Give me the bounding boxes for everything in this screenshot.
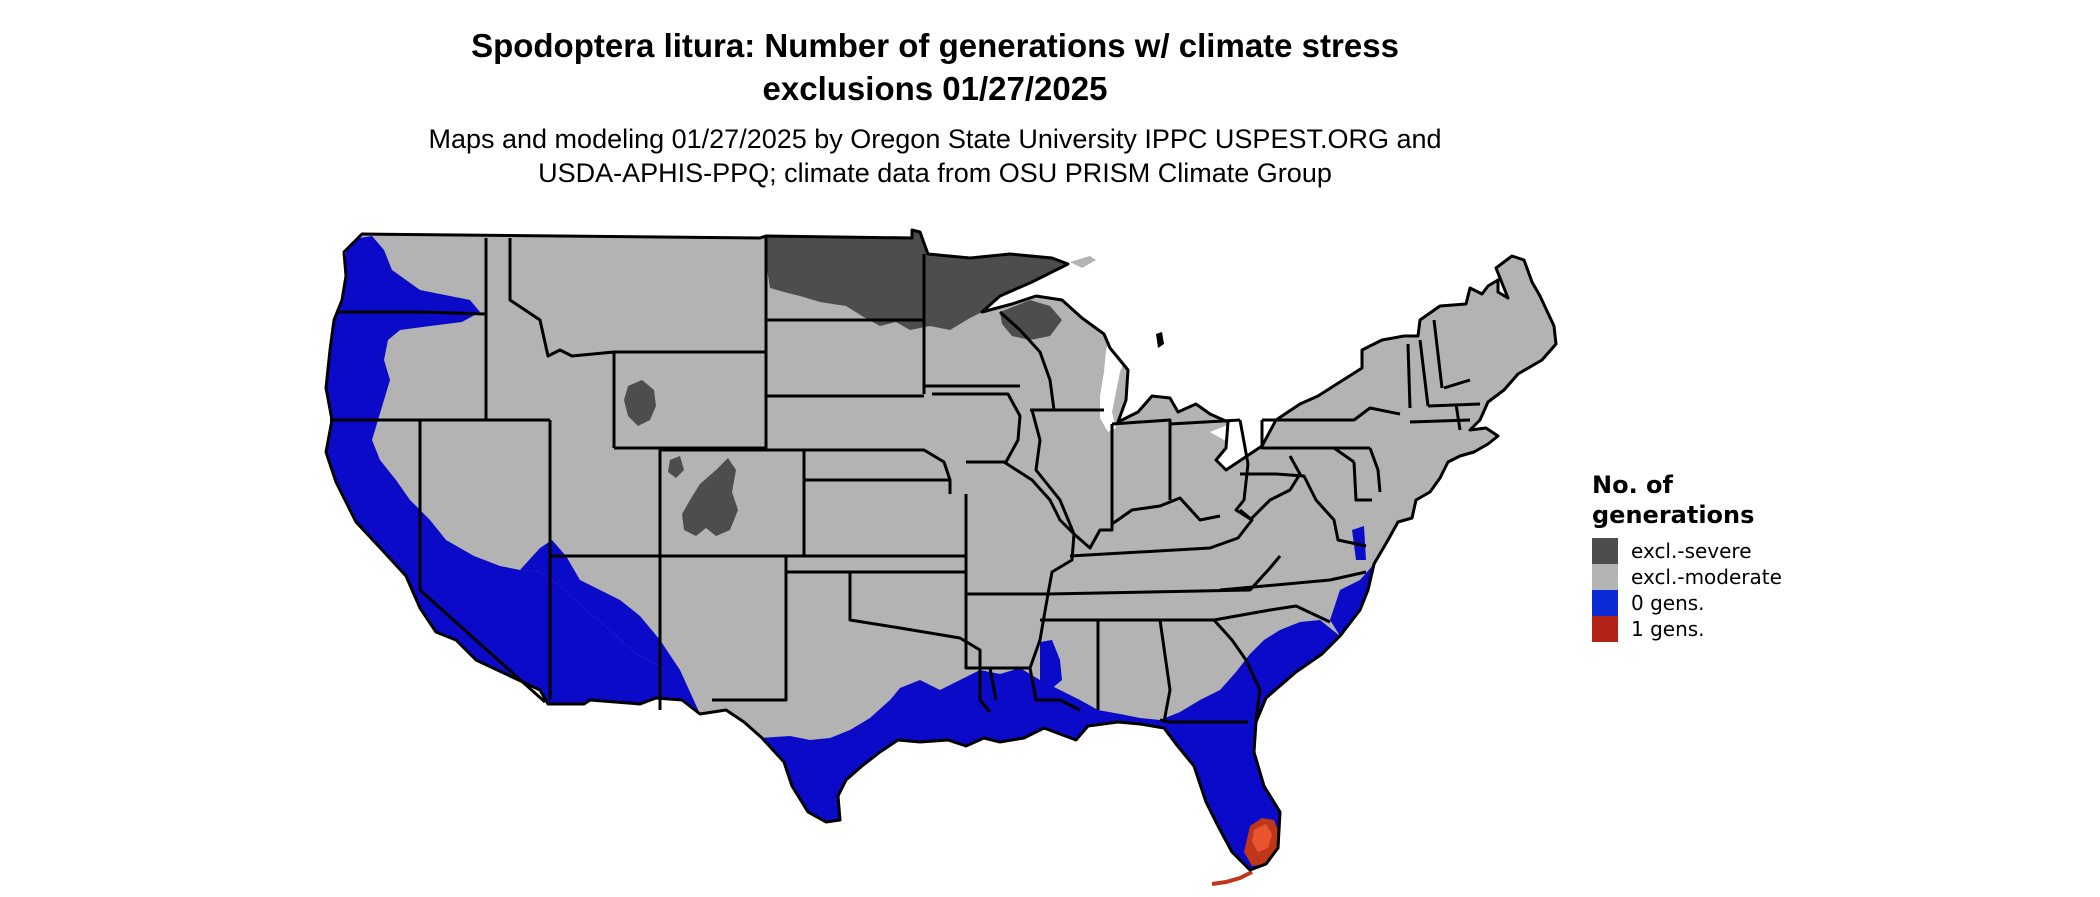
title-line-2: exclusions 01/27/2025 (762, 70, 1108, 107)
legend-title-line-1: No. of (1592, 471, 1673, 499)
lake-erie-shore (1210, 418, 1262, 440)
legend-label: excl.-severe (1631, 539, 1752, 563)
legend-item-1-gens: 1 gens. (1592, 616, 1792, 642)
legend-item-excl-moderate: excl.-moderate (1592, 564, 1792, 590)
region-severe-utah (668, 456, 684, 478)
region-zero-pacific (326, 236, 700, 714)
legend-label: 1 gens. (1631, 617, 1705, 641)
region-zero-louisiana-north (1040, 640, 1062, 690)
legend-label: 0 gens. (1631, 591, 1705, 615)
isle-royale (1070, 256, 1096, 268)
region-severe-north (766, 230, 1068, 330)
subtitle-line-1: Maps and modeling 01/27/2025 by Oregon S… (428, 124, 1442, 154)
region-zero-gulf (760, 668, 1164, 822)
legend-title: No. of generations (1592, 470, 1792, 530)
map-title: Spodoptera litura: Number of generations… (0, 24, 1870, 110)
legend-swatch (1592, 590, 1618, 616)
legend-label: excl.-moderate (1631, 565, 1782, 589)
region-one-florida-inner (1252, 824, 1272, 852)
lake-huron-shore (1150, 326, 1178, 352)
region-zero-carolina (1330, 564, 1374, 636)
map-subtitle: Maps and modeling 01/27/2025 by Oregon S… (0, 122, 1870, 190)
island-michigan (1156, 332, 1164, 348)
legend-items: excl.-severe excl.-moderate 0 gens. 1 ge… (1592, 538, 1792, 642)
region-severe-colorado (682, 458, 738, 536)
legend-swatch (1592, 538, 1618, 564)
region-zero-southwest (520, 540, 700, 714)
florida-keys (1211, 870, 1253, 886)
subtitle-line-2: USDA-APHIS-PPQ; climate data from OSU PR… (538, 158, 1332, 188)
state-borders (324, 228, 1558, 872)
legend-swatch (1592, 564, 1618, 590)
legend-item-excl-severe: excl.-severe (1592, 538, 1792, 564)
region-severe-wyoming (624, 380, 656, 426)
region-severe-wisconsin (1000, 300, 1062, 340)
legend: No. of generations excl.-severe excl.-mo… (1592, 470, 1792, 642)
lake-michigan (1100, 332, 1126, 432)
region-zero-southeast (1160, 620, 1340, 870)
title-line-1: Spodoptera litura: Number of generations… (471, 27, 1399, 64)
legend-title-line-2: generations (1592, 501, 1755, 529)
legend-swatch (1592, 616, 1618, 642)
legend-item-0-gens: 0 gens. (1592, 590, 1792, 616)
